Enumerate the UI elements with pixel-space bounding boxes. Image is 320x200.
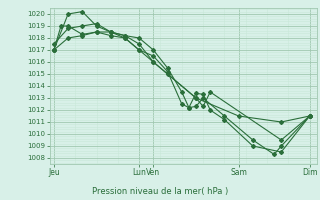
Text: Pression niveau de la mer( hPa ): Pression niveau de la mer( hPa ) xyxy=(92,187,228,196)
